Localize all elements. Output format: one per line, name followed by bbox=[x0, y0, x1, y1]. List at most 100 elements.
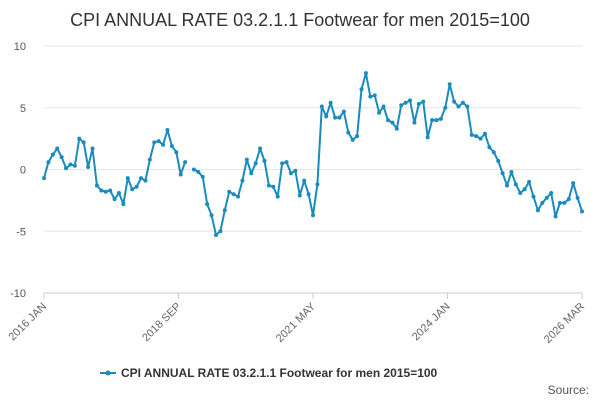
data-point[interactable] bbox=[284, 160, 289, 165]
data-point[interactable] bbox=[103, 189, 108, 194]
data-point[interactable] bbox=[288, 171, 293, 176]
data-point[interactable] bbox=[377, 110, 382, 115]
data-point[interactable] bbox=[55, 146, 60, 151]
data-point[interactable] bbox=[130, 187, 135, 192]
data-point[interactable] bbox=[566, 197, 571, 202]
data-point[interactable] bbox=[165, 127, 170, 132]
data-point[interactable] bbox=[328, 100, 333, 105]
data-point[interactable] bbox=[236, 194, 241, 199]
data-point[interactable] bbox=[139, 176, 144, 181]
data-point[interactable] bbox=[359, 87, 364, 92]
data-point[interactable] bbox=[505, 183, 510, 188]
data-point[interactable] bbox=[394, 126, 399, 131]
data-point[interactable] bbox=[143, 178, 148, 183]
data-point[interactable] bbox=[527, 179, 532, 184]
data-point[interactable] bbox=[403, 100, 408, 105]
data-point[interactable] bbox=[443, 105, 448, 110]
data-point[interactable] bbox=[381, 104, 386, 109]
data-point[interactable] bbox=[333, 115, 338, 120]
data-point[interactable] bbox=[346, 130, 351, 135]
data-point[interactable] bbox=[337, 115, 342, 120]
data-point[interactable] bbox=[434, 118, 439, 123]
data-point[interactable] bbox=[531, 194, 536, 199]
data-point[interactable] bbox=[156, 139, 161, 144]
data-point[interactable] bbox=[478, 136, 483, 141]
data-point[interactable] bbox=[253, 161, 258, 166]
legend-label[interactable]: CPI ANNUAL RATE 03.2.1.1 Footwear for me… bbox=[121, 366, 438, 380]
data-point[interactable] bbox=[491, 150, 496, 155]
data-point[interactable] bbox=[297, 193, 302, 198]
data-point[interactable] bbox=[227, 189, 232, 194]
data-point[interactable] bbox=[213, 232, 218, 237]
data-point[interactable] bbox=[94, 183, 99, 188]
data-point[interactable] bbox=[178, 172, 183, 177]
data-point[interactable] bbox=[311, 213, 315, 218]
data-point[interactable] bbox=[500, 171, 505, 176]
data-point[interactable] bbox=[430, 118, 435, 123]
data-point[interactable] bbox=[147, 157, 152, 162]
data-point[interactable] bbox=[183, 160, 188, 165]
data-point[interactable] bbox=[108, 188, 113, 193]
data-point[interactable] bbox=[209, 213, 214, 218]
data-point[interactable] bbox=[306, 192, 311, 197]
data-point[interactable] bbox=[191, 167, 196, 172]
data-point[interactable] bbox=[266, 183, 271, 188]
data-point[interactable] bbox=[385, 118, 390, 123]
data-point[interactable] bbox=[452, 99, 457, 104]
data-point[interactable] bbox=[319, 104, 324, 109]
data-point[interactable] bbox=[513, 182, 518, 187]
data-point[interactable] bbox=[200, 174, 205, 179]
data-point[interactable] bbox=[540, 200, 545, 205]
data-point[interactable] bbox=[469, 132, 474, 137]
data-point[interactable] bbox=[249, 171, 254, 176]
data-point[interactable] bbox=[121, 202, 126, 207]
data-point[interactable] bbox=[518, 190, 523, 195]
data-point[interactable] bbox=[50, 152, 55, 157]
data-point[interactable] bbox=[535, 208, 540, 213]
data-point[interactable] bbox=[64, 166, 69, 171]
data-point[interactable] bbox=[447, 82, 452, 87]
data-point[interactable] bbox=[174, 150, 179, 155]
data-point[interactable] bbox=[244, 157, 249, 162]
data-point[interactable] bbox=[482, 131, 487, 136]
data-point[interactable] bbox=[416, 102, 421, 107]
data-point[interactable] bbox=[562, 200, 567, 205]
data-point[interactable] bbox=[438, 116, 443, 121]
data-point[interactable] bbox=[240, 178, 245, 183]
data-point[interactable] bbox=[262, 158, 267, 163]
data-point[interactable] bbox=[59, 155, 64, 160]
data-point[interactable] bbox=[161, 142, 166, 147]
data-point[interactable] bbox=[350, 137, 355, 142]
data-point[interactable] bbox=[580, 209, 584, 214]
data-point[interactable] bbox=[302, 178, 307, 183]
legend[interactable]: CPI ANNUAL RATE 03.2.1.1 Footwear for me… bbox=[100, 366, 438, 380]
data-point[interactable] bbox=[218, 229, 223, 234]
data-point[interactable] bbox=[169, 144, 174, 149]
data-point[interactable] bbox=[324, 114, 329, 119]
data-point[interactable] bbox=[77, 136, 82, 141]
data-point[interactable] bbox=[408, 98, 413, 103]
data-point[interactable] bbox=[456, 104, 461, 109]
data-point[interactable] bbox=[575, 195, 580, 200]
data-point[interactable] bbox=[355, 134, 360, 139]
data-point[interactable] bbox=[280, 161, 285, 166]
chart-credit[interactable]: Source: bbox=[548, 383, 589, 397]
data-point[interactable] bbox=[553, 214, 558, 219]
data-point[interactable] bbox=[487, 145, 492, 150]
data-point[interactable] bbox=[465, 104, 470, 109]
data-point[interactable] bbox=[152, 140, 157, 145]
data-point[interactable] bbox=[68, 162, 73, 167]
data-point[interactable] bbox=[86, 165, 91, 170]
data-point[interactable] bbox=[258, 146, 263, 151]
data-point[interactable] bbox=[293, 168, 298, 173]
data-point[interactable] bbox=[425, 135, 430, 140]
data-point[interactable] bbox=[134, 184, 139, 189]
data-point[interactable] bbox=[222, 208, 227, 213]
data-point[interactable] bbox=[81, 140, 86, 145]
data-point[interactable] bbox=[509, 169, 514, 174]
data-point[interactable] bbox=[412, 120, 417, 125]
data-point[interactable] bbox=[275, 194, 280, 199]
data-point[interactable] bbox=[315, 182, 320, 187]
data-point[interactable] bbox=[571, 181, 576, 186]
data-point[interactable] bbox=[557, 200, 562, 205]
